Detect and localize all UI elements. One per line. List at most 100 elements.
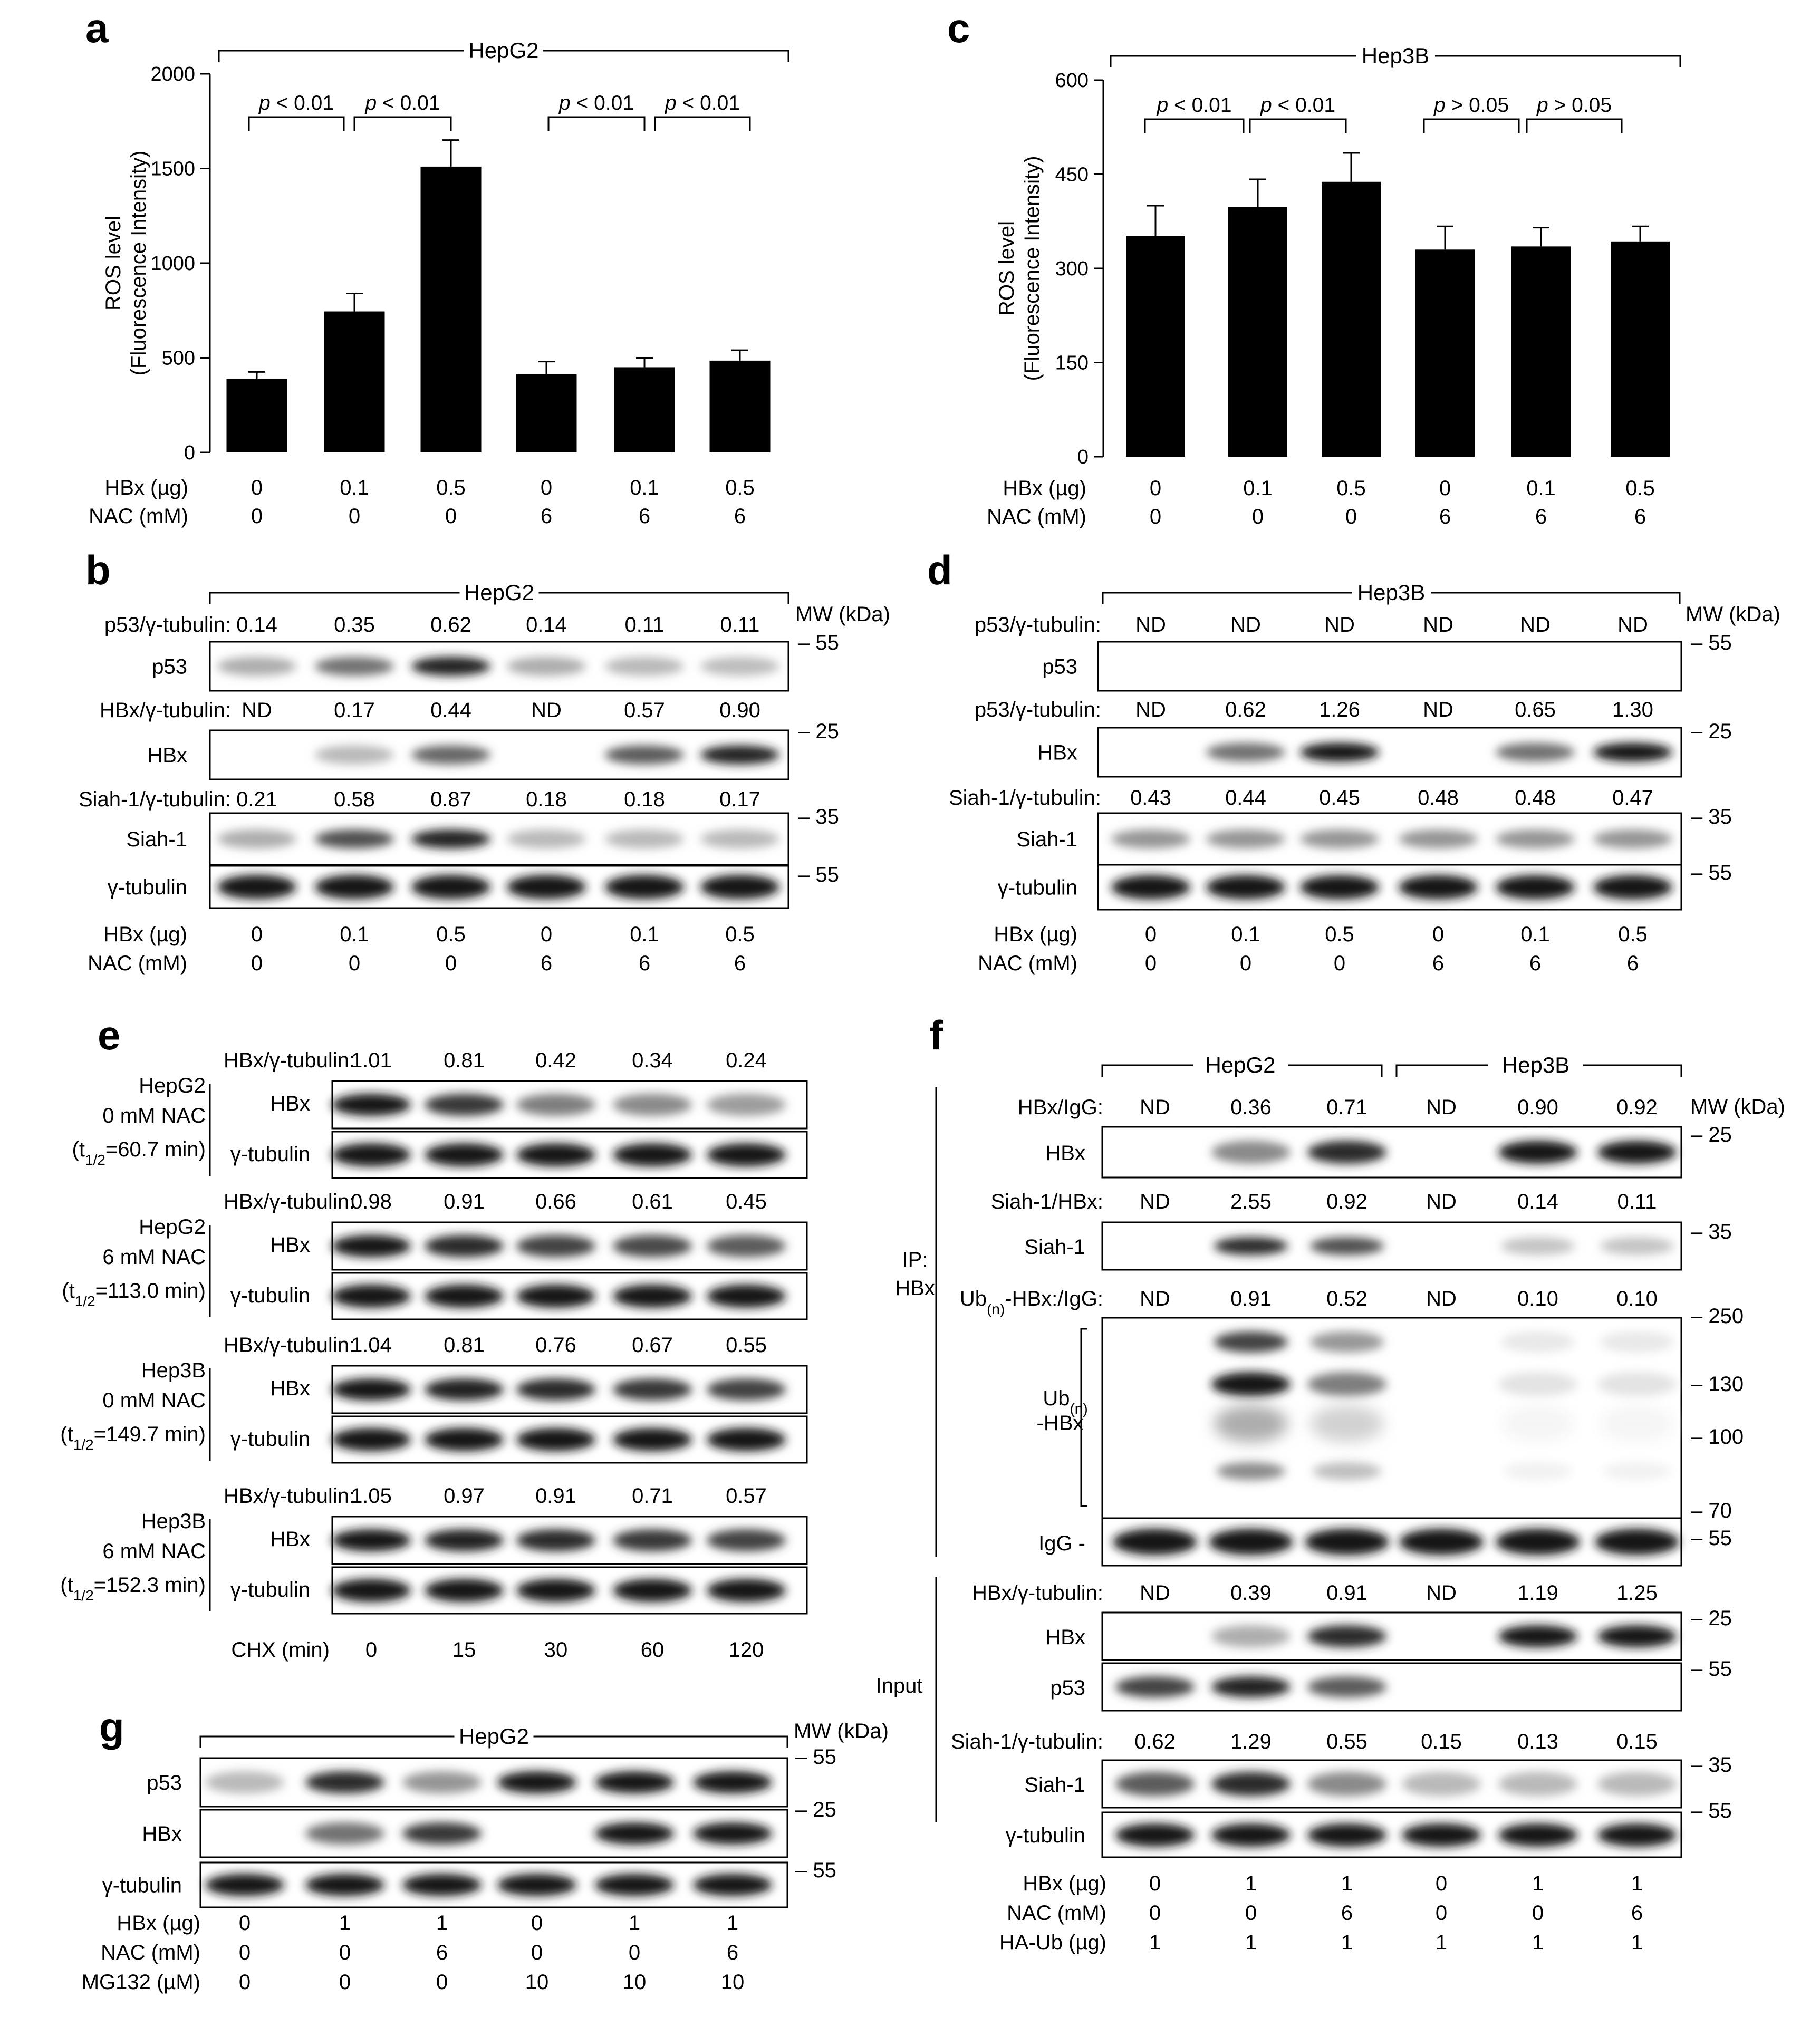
nac-label-e: 6 mM NAC bbox=[102, 1540, 206, 1563]
mw-mark-d: – 25 bbox=[1691, 720, 1732, 743]
band-g bbox=[595, 1822, 674, 1845]
mw-mark-f: – 35 bbox=[1691, 1753, 1732, 1777]
band-f-ub bbox=[1217, 1462, 1285, 1480]
band-f-ub bbox=[1211, 1372, 1291, 1396]
hbx-value-b: 0.5 bbox=[436, 923, 466, 946]
band-g bbox=[693, 1771, 772, 1793]
band-e-hbx bbox=[707, 1378, 786, 1401]
mw-mark-b: – 55 bbox=[798, 631, 839, 654]
blot-f-in-p53 bbox=[1101, 1662, 1682, 1712]
band-d bbox=[1300, 742, 1379, 762]
hbx-value-g: 1 bbox=[727, 1912, 738, 1935]
mw-mark-f: – 35 bbox=[1691, 1220, 1732, 1243]
nac-value-d: 0 bbox=[1334, 952, 1345, 975]
blot-label-d: p53 bbox=[1042, 655, 1077, 679]
band-d bbox=[1399, 829, 1478, 848]
ratio-value-b: ND bbox=[531, 699, 562, 722]
ratio-value-f: 0.90 bbox=[1517, 1096, 1558, 1119]
band-f-ub bbox=[1310, 1405, 1384, 1442]
nac-value-g: 0 bbox=[531, 1941, 543, 1964]
pval-a-4-label: p < 0.01 bbox=[665, 92, 740, 114]
band-e-hbx bbox=[425, 1378, 504, 1401]
band-e-tub bbox=[613, 1428, 692, 1451]
cell-label-e: Hep3B bbox=[141, 1510, 206, 1533]
ratio-value-e: 0.34 bbox=[632, 1049, 673, 1072]
blot-label-e: HBx bbox=[270, 1528, 310, 1551]
band-f-ub bbox=[1600, 1331, 1674, 1353]
band-f-in-siah bbox=[1211, 1772, 1291, 1796]
band-f-ip-hbx bbox=[1498, 1141, 1577, 1164]
bar-c bbox=[1126, 236, 1185, 457]
mw-mark-g: – 25 bbox=[795, 1798, 836, 1821]
hbx-value-g: 0 bbox=[531, 1912, 543, 1935]
band-b bbox=[217, 875, 296, 899]
y-axis-label-a: (Fluorescence Intensity) bbox=[127, 151, 150, 376]
nac-value-d: 0 bbox=[1145, 952, 1157, 975]
band-g bbox=[305, 1771, 384, 1793]
ub-bracket-f bbox=[1080, 1328, 1087, 1507]
blot-f-in-hbx bbox=[1101, 1611, 1682, 1661]
mg-value-g: 10 bbox=[721, 1971, 745, 1994]
ip-label-f: HBx bbox=[895, 1277, 935, 1300]
blot-g bbox=[199, 1757, 788, 1808]
blot-label-e: γ-tubulin bbox=[230, 1578, 310, 1601]
hbx-value-g: 1 bbox=[629, 1912, 640, 1935]
band-e-hbx bbox=[613, 1094, 692, 1116]
hbx-value-g: 1 bbox=[339, 1912, 351, 1935]
nac-value-c: 0 bbox=[1345, 505, 1357, 528]
band-b bbox=[217, 657, 296, 676]
ratio-value-f: ND bbox=[1426, 1287, 1457, 1310]
nac-value-c: 0 bbox=[1150, 505, 1161, 528]
ratio-value-d: ND bbox=[1423, 613, 1453, 636]
blot-f-ub bbox=[1101, 1317, 1682, 1519]
ratio-value-d: 0.47 bbox=[1612, 786, 1653, 809]
hbx-value-a: 0.1 bbox=[340, 476, 369, 499]
band-e-hbx bbox=[516, 1378, 595, 1401]
blot-label-d: HBx bbox=[1037, 741, 1077, 765]
ha-value-f: 1 bbox=[1149, 1931, 1161, 1954]
blot-label-f: HBx bbox=[1045, 1626, 1085, 1649]
band-f-ub bbox=[1600, 1405, 1674, 1442]
blot-label-f: -HBx bbox=[1037, 1412, 1084, 1435]
group-b-label-bg bbox=[459, 577, 539, 609]
nac-label-d: NAC (mM) bbox=[978, 952, 1077, 975]
panel-letter-e: e bbox=[98, 1012, 120, 1058]
band-d bbox=[1593, 829, 1672, 848]
ratio-value-f: ND bbox=[1426, 1096, 1457, 1119]
ha-value-f: 1 bbox=[1532, 1931, 1544, 1954]
ratio-value-e: 1.05 bbox=[351, 1484, 392, 1508]
ha-value-f: 1 bbox=[1436, 1931, 1447, 1954]
ha-value-f: 1 bbox=[1631, 1931, 1643, 1954]
ratio-label-b: Siah-1/γ-tubulin: bbox=[79, 788, 231, 811]
mw-mark-f: – 130 bbox=[1691, 1373, 1744, 1396]
band-e-tub bbox=[516, 1579, 595, 1602]
group-c-label: Hep3B bbox=[1362, 43, 1429, 68]
band-f-ip-siah bbox=[1214, 1237, 1288, 1255]
band-d bbox=[1300, 829, 1379, 848]
band-f-ub bbox=[1214, 1405, 1288, 1442]
half-life-label-e: (t1/2=149.7 min) bbox=[60, 1423, 206, 1453]
pval-a-1-label: p < 0.01 bbox=[258, 92, 334, 114]
band-f-in-tub bbox=[1597, 1823, 1677, 1847]
panel-letter-b: b bbox=[85, 547, 111, 593]
ratio-value-b: 0.21 bbox=[236, 788, 277, 811]
band-g bbox=[497, 1771, 576, 1793]
hbx-label-g: HBx (µg) bbox=[117, 1912, 200, 1935]
ratio-value-d: ND bbox=[1324, 613, 1355, 636]
nac-value-a: 6 bbox=[541, 505, 552, 528]
nac-label-g: NAC (mM) bbox=[101, 1941, 200, 1964]
band-f-in-p53 bbox=[1211, 1676, 1291, 1697]
ratio-value-f: 1.25 bbox=[1616, 1581, 1658, 1605]
band-e-hbx bbox=[425, 1094, 504, 1116]
hbx-value-b: 0.1 bbox=[340, 923, 369, 946]
hbx-value-d: 0.5 bbox=[1618, 923, 1648, 946]
ratio-value-f: ND bbox=[1426, 1581, 1457, 1605]
band-f-in-hbx bbox=[1498, 1625, 1577, 1647]
band-b bbox=[700, 829, 779, 848]
band-f-ub bbox=[1214, 1331, 1288, 1353]
band-e-tub bbox=[425, 1579, 504, 1602]
nac-value-d: 0 bbox=[1240, 952, 1251, 975]
nac-value-b: 0 bbox=[349, 952, 360, 975]
band-g bbox=[402, 1771, 482, 1793]
band-f-in-siah bbox=[1115, 1772, 1195, 1796]
